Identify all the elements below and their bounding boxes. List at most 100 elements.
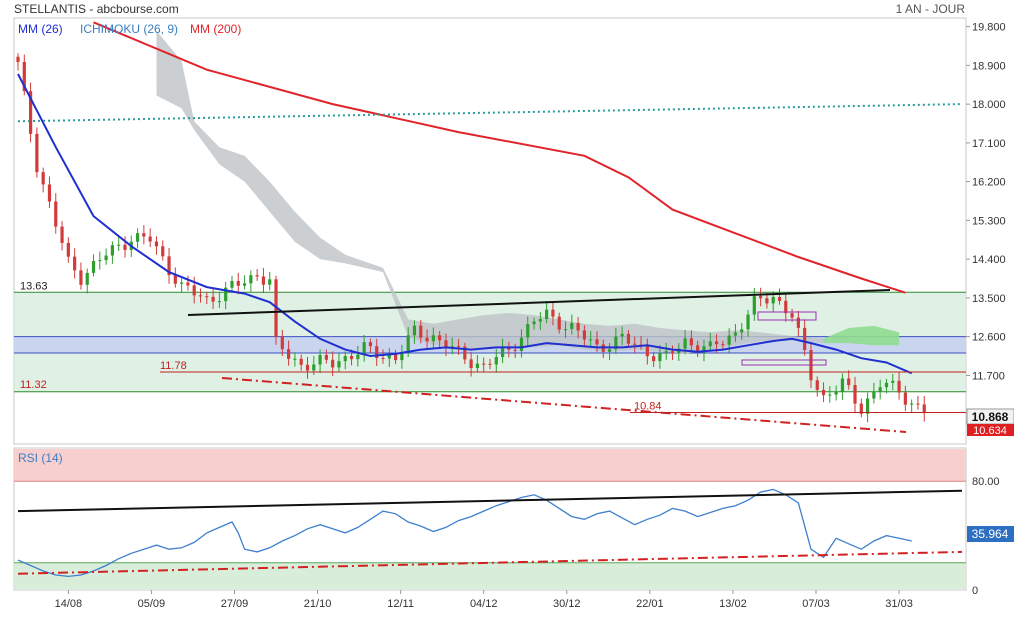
candle-down: [790, 313, 794, 318]
dotted-trend-line: [17, 103, 963, 123]
candle-down: [16, 56, 20, 62]
candle-up: [268, 279, 272, 285]
candle-down: [821, 389, 826, 396]
candle-down: [35, 133, 39, 173]
candle-up: [519, 337, 524, 351]
candle-down: [670, 351, 675, 354]
mm26-line: [17, 73, 913, 375]
date-tick-label: 27/09: [221, 598, 249, 610]
candle-up: [884, 382, 889, 388]
level-label: 11.78: [160, 360, 187, 372]
candle-down: [305, 364, 310, 371]
candle-down: [66, 242, 70, 257]
level-label: 11.32: [20, 379, 47, 391]
candle-down: [79, 270, 83, 285]
candle-up: [343, 355, 347, 362]
candle-down: [859, 403, 863, 414]
candle-up: [104, 255, 108, 261]
candle-down: [142, 233, 146, 237]
candle-down: [903, 392, 907, 405]
candle-down: [148, 236, 152, 242]
candle-down: [349, 355, 354, 360]
ichimoku-cloud-layer: [156, 30, 900, 354]
candle-up: [878, 387, 882, 392]
date-tick-label: 12/11: [387, 598, 414, 610]
candle-down: [803, 327, 807, 351]
candle-down: [425, 337, 429, 342]
candle-up: [589, 339, 593, 341]
candle-down: [696, 345, 700, 353]
candle-up: [683, 338, 687, 349]
candle-down: [513, 349, 517, 351]
legend-mm26: MM (26): [18, 22, 63, 36]
price-tick-label: 13.500: [972, 293, 1006, 305]
price-tick-label: 11.700: [972, 370, 1005, 382]
date-tick-label: 31/03: [885, 598, 913, 610]
candle-up: [98, 260, 102, 262]
low-price-tag: [967, 424, 1014, 436]
candles-layer: [16, 53, 926, 423]
date-tick-label: 13/02: [719, 598, 747, 610]
candle-down: [652, 356, 656, 362]
candle-down: [796, 317, 800, 328]
candle-down: [299, 358, 303, 365]
candle-down: [853, 385, 857, 404]
candle-down: [916, 403, 920, 405]
candle-up: [337, 361, 341, 368]
candle-down: [41, 172, 45, 185]
candle-down: [236, 280, 240, 286]
candle-up: [570, 323, 574, 330]
level-label: 10.84: [634, 400, 662, 412]
candle-down: [47, 184, 52, 202]
date-tick-label: 30/12: [553, 598, 581, 610]
candle-down: [73, 256, 77, 271]
candle-up: [293, 358, 297, 360]
candle-down: [582, 330, 586, 340]
price-tick-label: 18.900: [972, 60, 1006, 72]
candle-up: [545, 309, 549, 320]
candle-down: [557, 316, 561, 330]
rsi-overbought-zone: [14, 449, 966, 482]
date-tick-label: 04/12: [470, 598, 498, 610]
rsi-value-tag: [967, 526, 1014, 542]
candle-up: [538, 319, 542, 322]
candle-down: [847, 378, 851, 386]
candle-up: [110, 245, 114, 256]
date-tick-label: 21/10: [304, 598, 332, 610]
price-tick-label: 12.600: [972, 332, 1006, 344]
candle-up: [400, 352, 404, 361]
candle-up: [224, 287, 228, 302]
candle-down: [28, 91, 33, 134]
candle-up: [752, 296, 756, 315]
upper-trend-line: [187, 289, 891, 316]
candle-down: [211, 296, 215, 302]
date-tick-label: 22/01: [636, 598, 664, 610]
candle-down: [721, 344, 725, 346]
candle-down: [488, 363, 492, 365]
low-price-value: 10.634: [973, 425, 1007, 437]
candle-up: [532, 321, 536, 325]
candle-down: [123, 244, 127, 250]
candle-up: [740, 329, 744, 333]
candle-down: [463, 346, 467, 360]
candle-down: [444, 340, 448, 349]
marker-box-lower: [741, 359, 827, 366]
rsi-value: 35.964: [972, 527, 1009, 541]
candle-down: [456, 346, 461, 348]
candle-up: [828, 394, 832, 396]
candle-up: [318, 355, 322, 365]
candle-down: [551, 309, 555, 317]
rsi-oversold-zone: [14, 562, 966, 589]
candle-down: [784, 300, 788, 314]
candle-up: [117, 244, 121, 246]
candle-up: [614, 336, 618, 350]
candle-up: [387, 354, 391, 359]
candle-down: [324, 355, 328, 360]
candle-down: [815, 380, 819, 390]
legend-mm200: MM (200): [190, 22, 241, 36]
candle-down: [167, 256, 171, 276]
candle-up: [771, 296, 775, 304]
date-tick-label: 07/03: [802, 598, 830, 610]
candle-down: [897, 380, 901, 393]
